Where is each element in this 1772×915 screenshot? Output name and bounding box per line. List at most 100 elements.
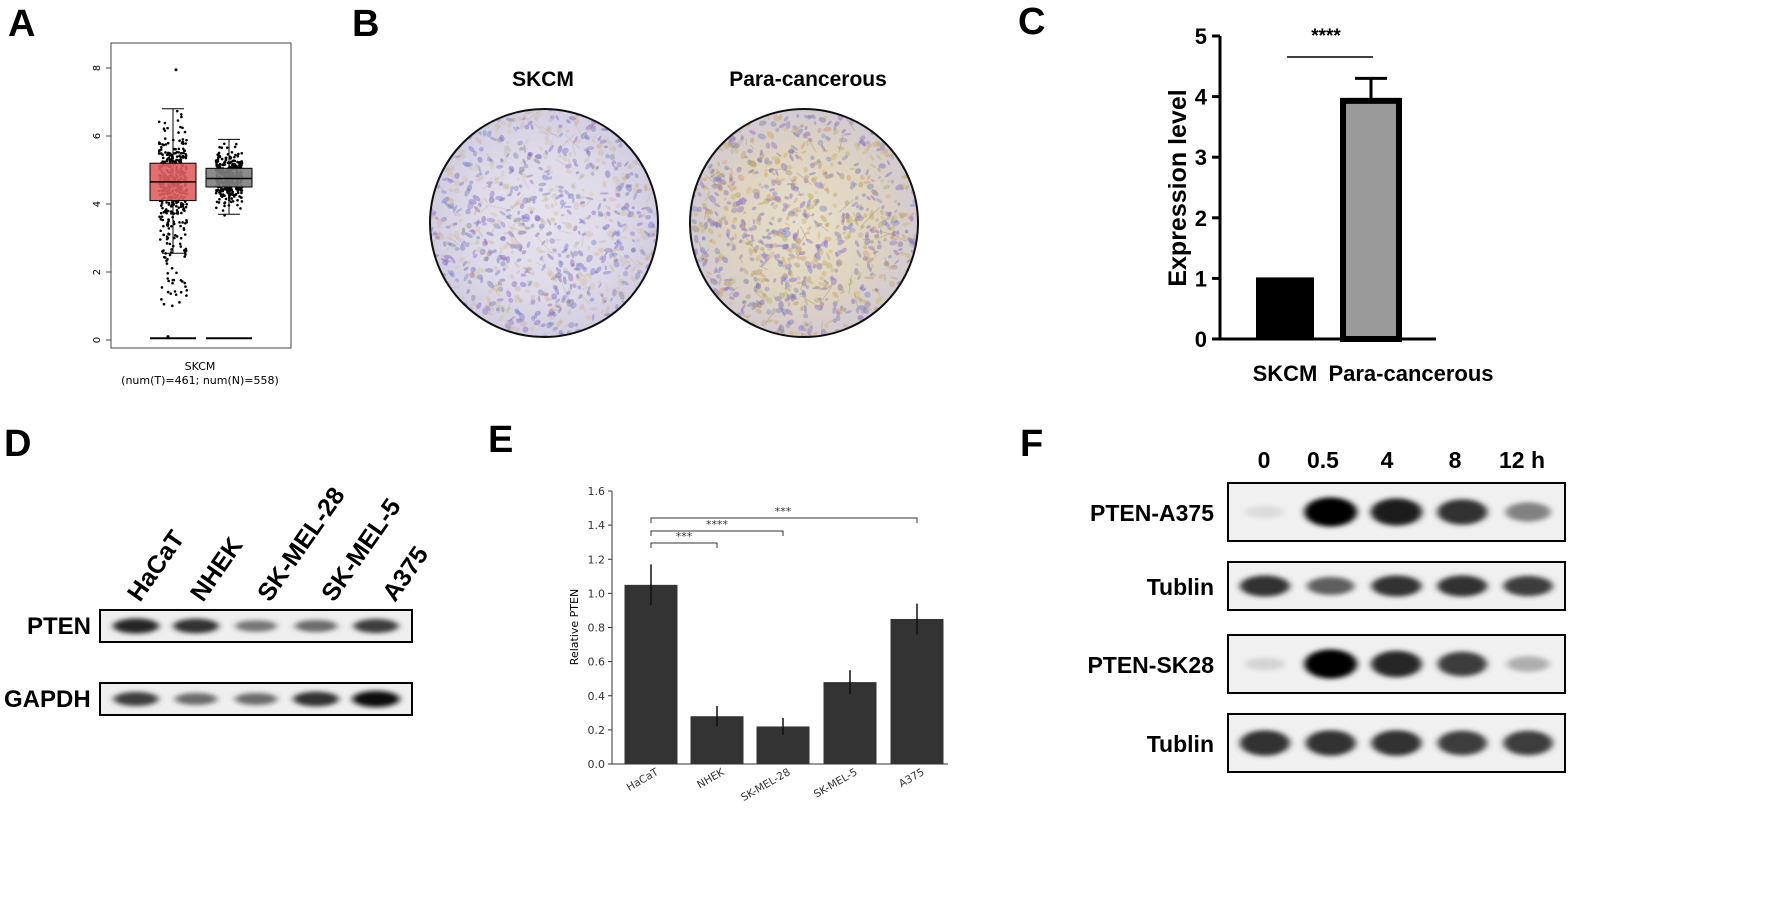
data-point xyxy=(158,215,161,219)
y-tick-label: 0 xyxy=(1195,327,1207,352)
panel-label-a: A xyxy=(8,3,35,45)
data-point xyxy=(168,154,172,157)
panel-b-ihc: SKCM Para-cancerous xyxy=(429,68,919,338)
data-point xyxy=(230,150,234,154)
data-point xyxy=(184,205,188,209)
blot-band xyxy=(1506,656,1550,672)
data-point xyxy=(183,130,187,134)
blot-band xyxy=(235,620,277,632)
data-point xyxy=(169,292,173,295)
time-label: 0 xyxy=(1258,447,1271,473)
blot-band xyxy=(1307,576,1355,596)
data-point xyxy=(185,202,188,206)
blot-band xyxy=(1437,499,1488,525)
data-point xyxy=(160,145,163,149)
data-point xyxy=(162,143,166,147)
data-point xyxy=(185,220,188,224)
lane-label: HaCaT xyxy=(122,526,190,607)
data-point xyxy=(175,158,178,162)
blot-band xyxy=(1371,575,1422,597)
blot-band xyxy=(1437,575,1488,597)
data-point xyxy=(239,207,242,210)
data-point xyxy=(218,190,222,193)
data-point xyxy=(166,290,170,294)
blot-band xyxy=(173,618,219,634)
data-point xyxy=(157,152,161,155)
blot-band xyxy=(112,618,160,634)
data-point xyxy=(181,138,185,141)
blot-band xyxy=(352,690,400,708)
significance-bracket xyxy=(650,530,784,536)
data-point xyxy=(179,113,183,116)
data-point xyxy=(230,188,234,191)
data-point xyxy=(177,206,181,209)
data-point xyxy=(175,109,179,113)
y-tick-label: 2 xyxy=(92,269,103,275)
data-point xyxy=(179,245,183,248)
blot-strip xyxy=(1227,482,1566,542)
data-point xyxy=(179,158,183,162)
x-axis-label: SKCM xyxy=(185,360,216,373)
data-point xyxy=(160,215,164,218)
data-point xyxy=(183,149,187,152)
data-point xyxy=(161,206,164,210)
data-point xyxy=(159,204,163,207)
blot-band xyxy=(174,692,218,706)
bar xyxy=(624,584,678,764)
data-point xyxy=(185,294,188,297)
panel-label-b: B xyxy=(352,3,379,45)
data-point xyxy=(220,187,223,190)
y-tick-label: 6 xyxy=(92,133,103,139)
data-point xyxy=(221,189,225,193)
data-point xyxy=(181,126,184,130)
data-point xyxy=(174,293,178,296)
data-point xyxy=(172,222,176,226)
data-point xyxy=(218,197,221,201)
blot-band xyxy=(113,691,159,707)
blot-band xyxy=(1244,506,1285,518)
data-point xyxy=(178,301,181,304)
data-point xyxy=(181,280,184,283)
data-point xyxy=(229,200,233,204)
data-point xyxy=(185,219,188,222)
bar xyxy=(823,682,877,764)
significance-label: *** xyxy=(676,530,693,543)
y-tick-label: 0.2 xyxy=(588,724,606,737)
panel-c-barchart: 0 1 2 3 4 5 SKCM Para-cancerous **** Expression … xyxy=(1164,24,1494,386)
data-point xyxy=(171,278,175,282)
y-tick-label: 0.8 xyxy=(588,622,606,635)
time-label: 0.5 xyxy=(1307,447,1339,473)
data-point xyxy=(165,259,168,263)
data-point xyxy=(216,188,220,191)
data-point xyxy=(157,120,161,124)
blot-band xyxy=(1370,498,1423,526)
y-tick-label: 1.0 xyxy=(588,587,606,600)
data-point xyxy=(167,279,170,283)
data-point xyxy=(237,152,240,156)
data-point xyxy=(158,142,162,145)
data-point xyxy=(176,210,180,214)
significance-bracket xyxy=(650,517,918,523)
x-tick-label: A375 xyxy=(897,766,927,790)
data-point xyxy=(217,151,221,155)
data-point xyxy=(221,209,225,212)
data-point xyxy=(179,290,183,294)
data-point xyxy=(167,227,171,230)
data-point xyxy=(223,204,226,208)
y-tick-label: 3 xyxy=(1195,145,1207,170)
y-axis-label: Relative PTEN xyxy=(568,589,581,665)
data-point xyxy=(229,165,232,169)
blot-strip xyxy=(1227,561,1566,611)
data-point xyxy=(233,195,236,198)
panel-label-f: F xyxy=(1020,423,1043,465)
data-point xyxy=(220,146,224,150)
ihc-image-paracancerous xyxy=(690,109,918,337)
blot-band xyxy=(1437,651,1487,677)
data-point xyxy=(177,147,181,151)
data-point xyxy=(178,154,181,158)
data-point xyxy=(233,145,237,149)
time-label: 4 xyxy=(1381,447,1394,473)
data-point xyxy=(161,153,164,157)
data-point xyxy=(159,217,163,221)
data-point xyxy=(170,224,173,228)
